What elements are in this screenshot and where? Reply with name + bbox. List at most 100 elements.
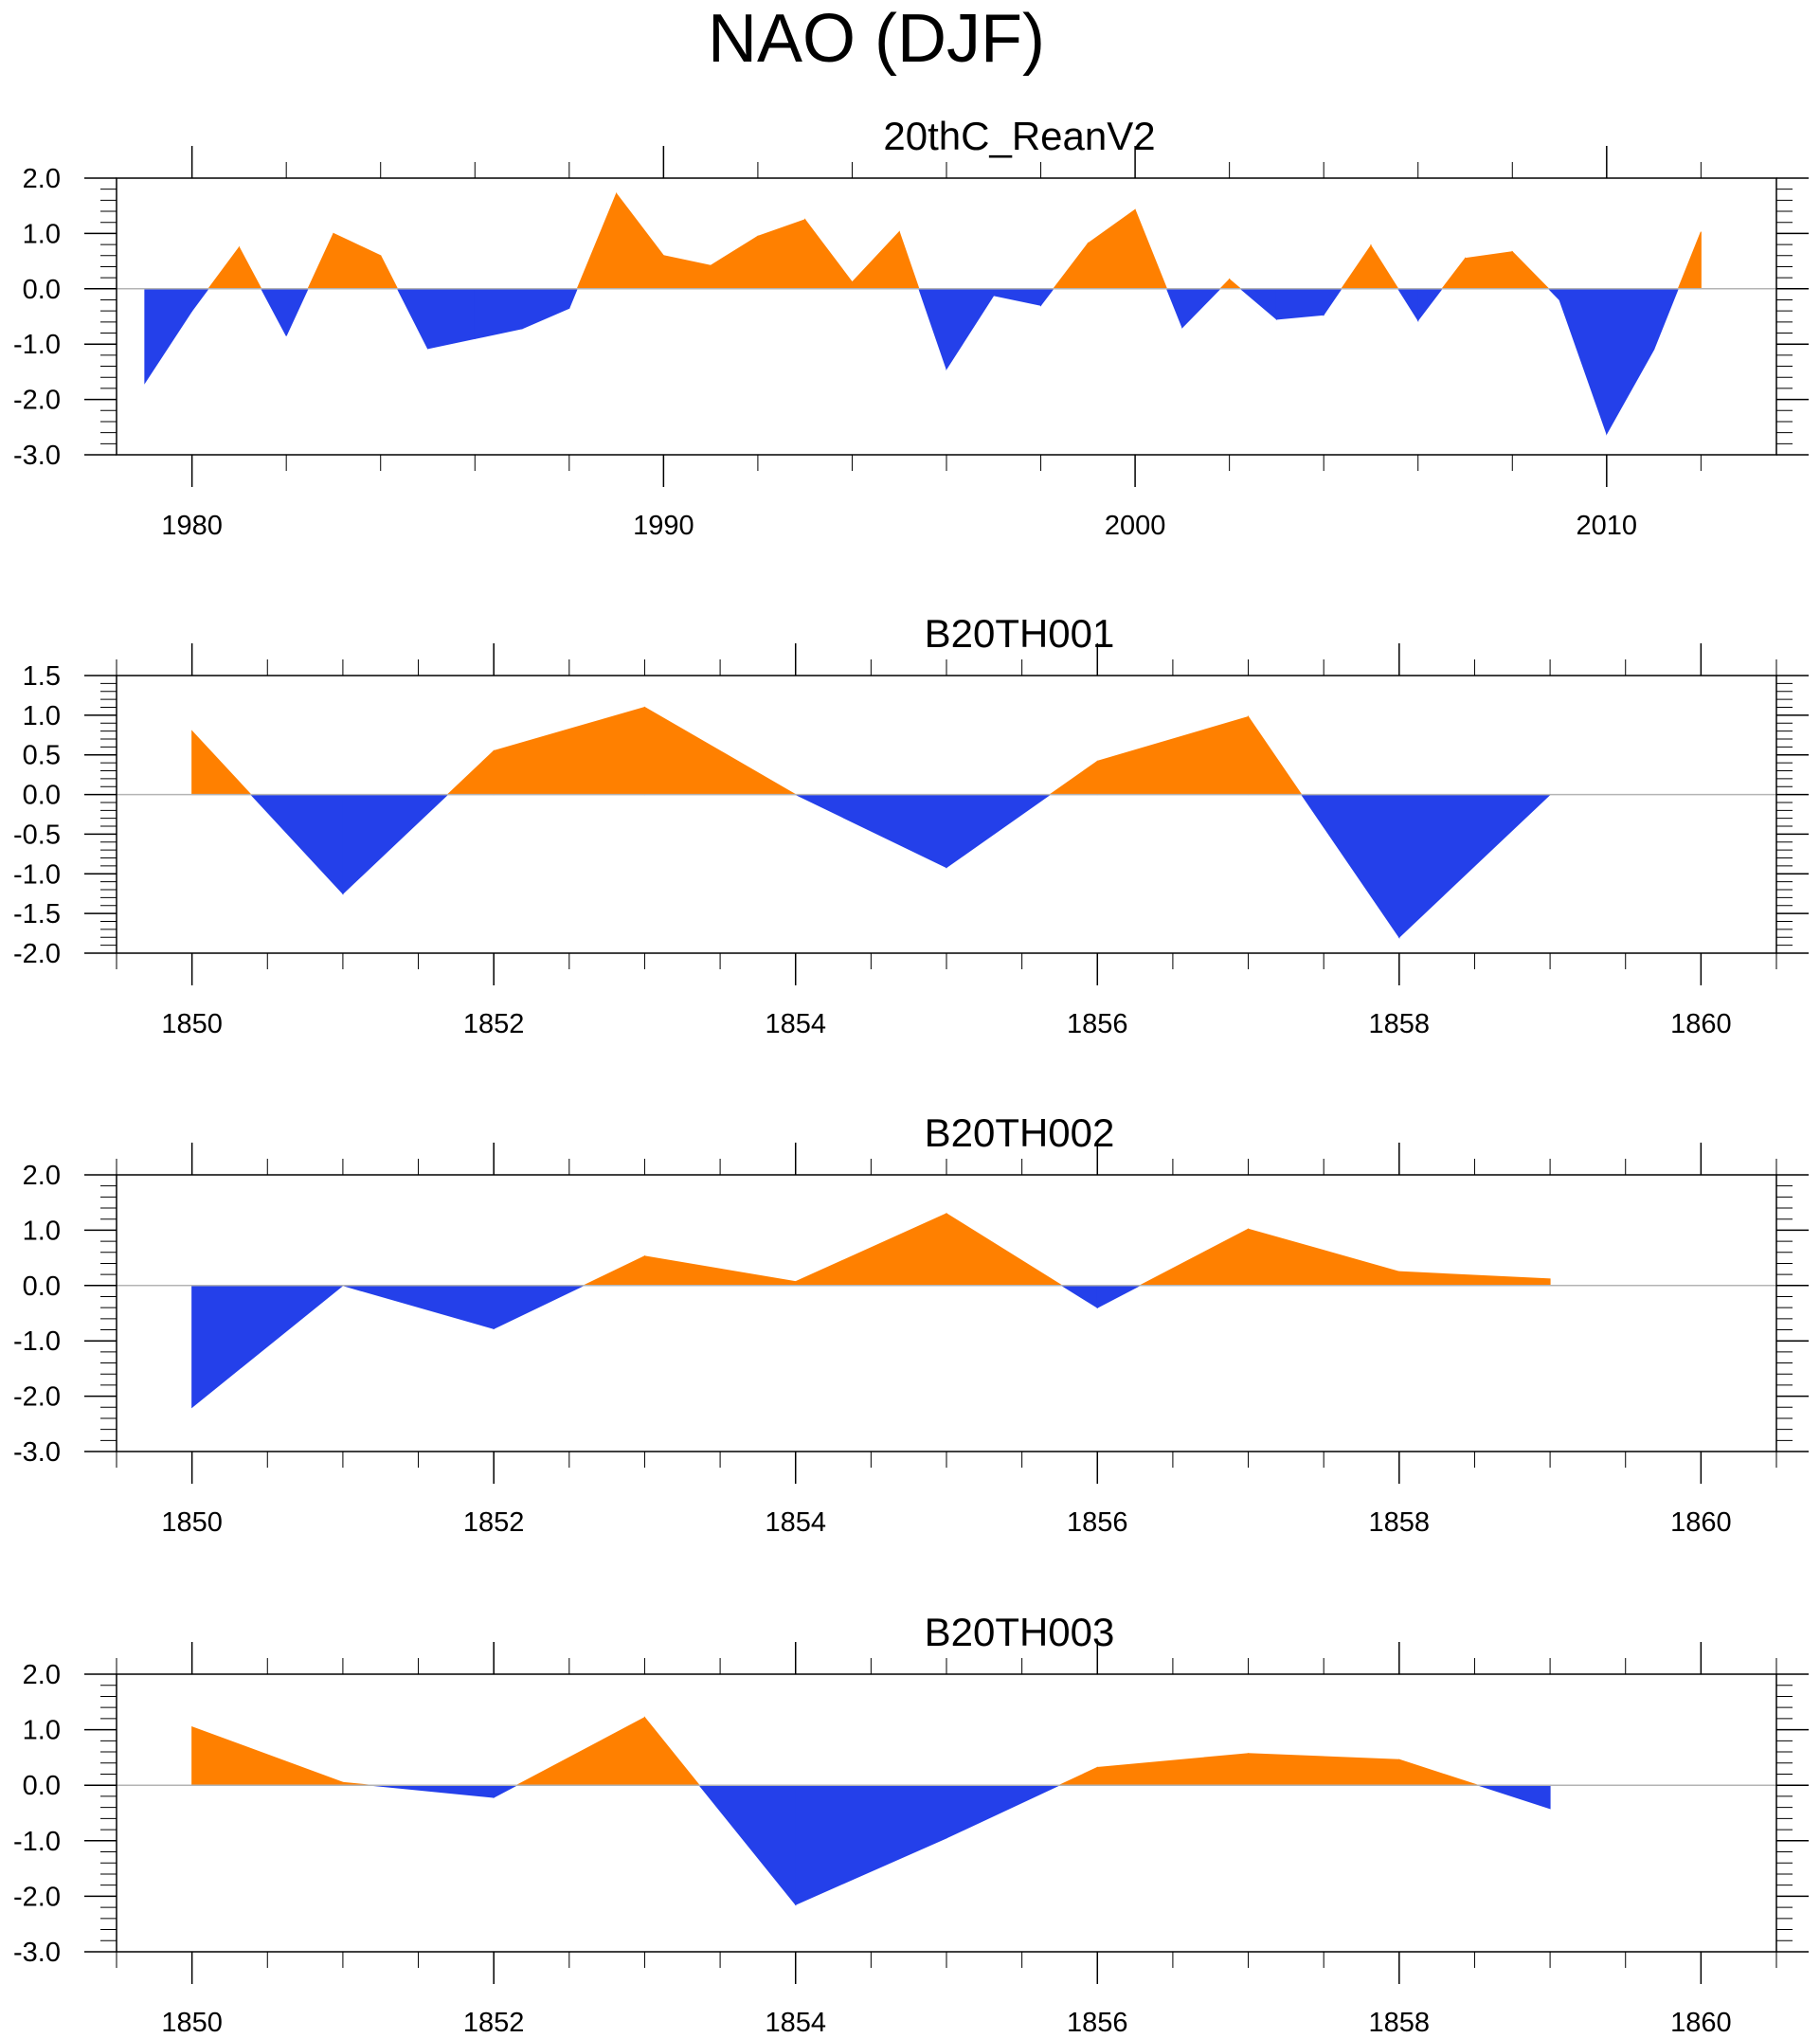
x-tick-label: 1990: [633, 511, 694, 541]
negative-area: [698, 1784, 797, 1906]
x-tick-label: 1854: [765, 1009, 826, 1039]
panel-3: B20TH002 2.0 1.0 0.0 -1.0 -2.0 -3.0 1850 1852 185…: [13, 1110, 1809, 1538]
x-tick-label: 1854: [765, 2008, 826, 2038]
panel-2: B20TH001 1.5 1.0 0.5 0.0 -0.5 -1.0 -1.5 -2.0 1850…: [13, 611, 1809, 1039]
positive-area: [191, 1725, 344, 1786]
panel-title: B20TH003: [925, 1610, 1115, 1654]
negative-area: [370, 1784, 495, 1798]
positive-area: [333, 232, 382, 290]
positive-area: [207, 245, 240, 290]
y-tick-label: 0.5: [23, 741, 61, 771]
negative-area: [946, 288, 995, 371]
positive-area: [380, 255, 399, 290]
x-tick-label: 2000: [1105, 511, 1166, 541]
positive-area: [946, 1212, 1064, 1287]
x-tick-label: 1850: [161, 2008, 223, 2038]
negative-area: [249, 794, 344, 895]
positive-area: [1248, 1753, 1400, 1786]
x-tick-label: 2010: [1577, 511, 1638, 541]
positive-area: [851, 230, 900, 290]
negative-area: [342, 794, 449, 895]
x-tick-label: 1858: [1369, 1507, 1431, 1538]
negative-area: [342, 1285, 495, 1330]
positive-area: [1052, 242, 1089, 290]
x-tick-label: 1980: [161, 511, 223, 541]
positive-area: [616, 191, 664, 290]
y-tick-label: 1.0: [23, 1216, 61, 1246]
negative-area: [285, 288, 309, 336]
y-tick-label: -3.0: [13, 441, 61, 471]
negative-area: [1606, 288, 1655, 436]
x-tick-label: 1858: [1369, 2008, 1431, 2038]
negative-area: [1417, 288, 1444, 322]
negative-area: [1559, 288, 1608, 434]
y-tick-label: 2.0: [23, 164, 61, 194]
y-tick-label: -2.0: [13, 1882, 61, 1912]
panel-title: B20TH001: [925, 611, 1115, 656]
negative-area: [1300, 794, 1400, 939]
negative-area: [493, 1285, 585, 1330]
positive-area: [643, 1255, 797, 1287]
y-tick-label: -1.0: [13, 1326, 61, 1357]
x-tick-label: 1860: [1670, 1507, 1732, 1538]
positive-area: [1340, 243, 1372, 290]
panel-title: B20TH002: [925, 1110, 1115, 1155]
negative-area: [1040, 288, 1054, 307]
negative-area: [474, 288, 523, 339]
y-tick-label: 0.0: [23, 275, 61, 305]
x-tick-label: 1860: [1670, 1009, 1732, 1039]
main-title: NAO (DJF): [708, 1, 1045, 77]
y-tick-label: 1.5: [23, 661, 61, 692]
positive-area: [1398, 1758, 1479, 1786]
x-tick-label: 1856: [1067, 1009, 1128, 1039]
x-tick-label: 1854: [765, 1507, 826, 1538]
positive-area: [662, 255, 712, 290]
positive-area: [446, 749, 495, 796]
negative-area: [1165, 288, 1183, 328]
positive-area: [1465, 251, 1513, 290]
y-tick-label: 1.0: [23, 701, 61, 731]
positive-area: [1134, 209, 1168, 290]
positive-area: [1398, 1271, 1551, 1287]
y-tick-label: -2.0: [13, 1382, 61, 1413]
y-tick-label: -1.0: [13, 1827, 61, 1857]
y-tick-label: -2.0: [13, 386, 61, 416]
positive-area: [516, 1716, 645, 1786]
positive-area: [576, 193, 618, 290]
negative-area: [568, 288, 578, 309]
positive-area: [1096, 1753, 1250, 1786]
positive-area: [1248, 1228, 1400, 1287]
y-tick-label: -3.0: [13, 1938, 61, 1968]
negative-area: [1477, 1784, 1551, 1810]
positive-area: [710, 235, 759, 290]
negative-area: [795, 794, 947, 869]
negative-area: [191, 1285, 345, 1409]
positive-area: [643, 1716, 701, 1786]
positive-area: [1511, 250, 1550, 290]
panel-1: 20thC_ReanV2 2.0 1.0 0.0 -1.0 -2.0 -3.0 1980 199…: [13, 114, 1809, 541]
positive-area: [1048, 760, 1098, 796]
negative-area: [1275, 288, 1324, 320]
y-tick-label: 2.0: [23, 1161, 61, 1191]
y-tick-label: 1.0: [23, 219, 61, 249]
y-tick-label: -2.0: [13, 939, 61, 969]
negative-area: [1060, 1285, 1098, 1309]
negative-area: [1323, 288, 1342, 316]
negative-area: [493, 1784, 517, 1798]
negative-area: [946, 1784, 1060, 1839]
x-tick-label: 1852: [463, 2008, 525, 2038]
x-tick-label: 1852: [463, 1507, 525, 1538]
panel-4: B20TH003 2.0 1.0 0.0 -1.0 -2.0 -3.0 1850 1852 185…: [13, 1610, 1809, 2038]
x-tick-label: 1852: [463, 1009, 525, 1039]
positive-area: [1248, 714, 1303, 796]
negative-area: [1398, 794, 1552, 939]
x-tick-label: 1856: [1067, 1507, 1128, 1538]
positive-area: [795, 1213, 947, 1287]
negative-area: [1653, 288, 1680, 351]
y-tick-label: 1.0: [23, 1716, 61, 1746]
negative-area: [191, 288, 209, 313]
x-tick-label: 1850: [161, 1009, 223, 1039]
positive-area: [583, 1255, 645, 1287]
positive-area: [804, 218, 853, 290]
